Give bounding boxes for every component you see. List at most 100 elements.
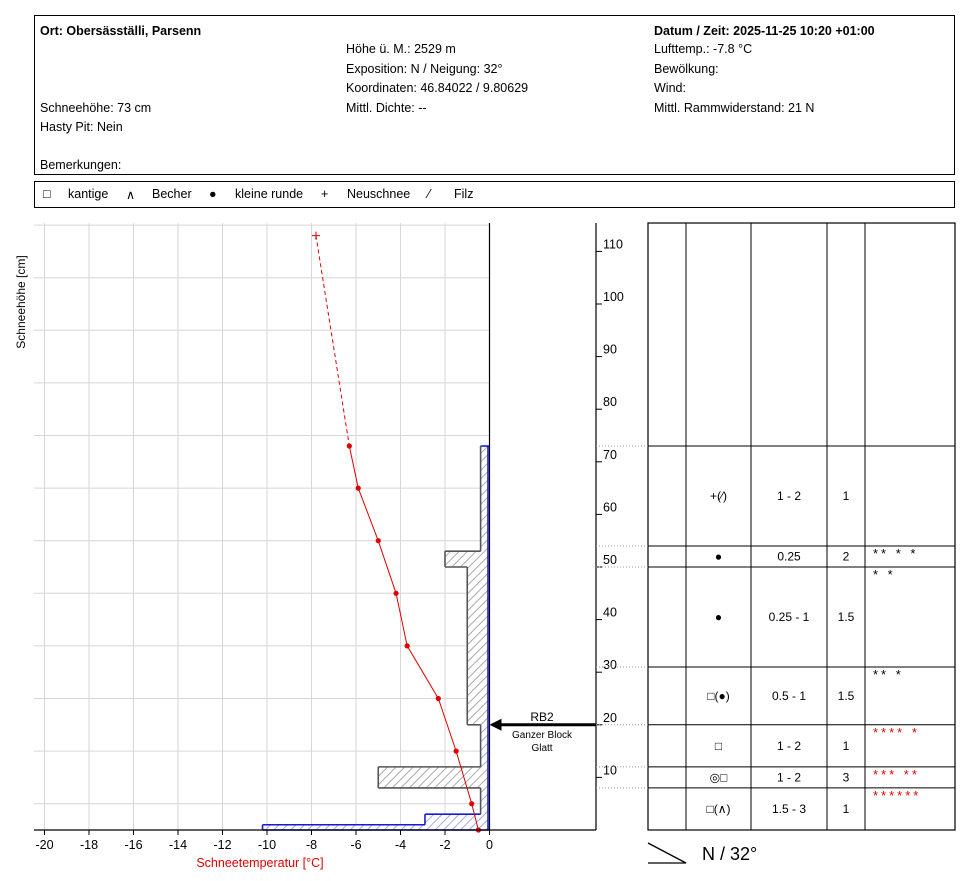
slope-indicator: N / 32°: [647, 842, 757, 864]
chart-grid: [34, 223, 490, 830]
y-tick-label: 100: [603, 290, 624, 304]
elevation: Höhe ü. M.: 2529 m: [346, 42, 456, 56]
temperature-point: [453, 748, 459, 754]
hasty-pit: Hasty Pit: Nein: [40, 120, 123, 134]
x-tick-label: -12: [213, 838, 231, 852]
layer-grain-size: 1.5 - 3: [772, 802, 806, 816]
layer-grain: ◎□: [710, 770, 728, 784]
chart-labels: Schneetemperatur [°C] Schneehöhe [cm]: [14, 255, 324, 870]
datetime: Datum / Zeit: 2025-11-25 10:20 +01:00: [654, 24, 875, 38]
mean-density: Mittl. Dichte: --: [346, 101, 427, 115]
layer-grain-size: 1 - 2: [777, 770, 801, 784]
y-tick-label: 110: [603, 237, 623, 251]
y-tick-label: 60: [603, 500, 617, 514]
cloudiness: Bewölkung:: [654, 62, 719, 76]
layer-grain-size: 1 - 2: [777, 739, 801, 753]
grain-legend: □ kantige ∧ Becher ● kleine runde + Neus…: [34, 181, 955, 208]
snow-depth: Schneehöhe: 73 cm: [40, 101, 152, 115]
layer-hardness: 1: [843, 802, 850, 816]
legend-faceted-symbol: □: [43, 187, 51, 201]
legend-newsnow-symbol: +: [321, 187, 329, 201]
x-tick-label: 0: [486, 838, 493, 852]
y-tick-label: 10: [603, 763, 617, 777]
layer-grain: □(●): [707, 689, 730, 703]
stability-arrow-head: [489, 718, 502, 731]
legend-cup-symbol: ∧: [126, 188, 136, 202]
y-tick-label: 50: [603, 553, 617, 567]
layer-hardness: 1.5: [838, 689, 855, 703]
x-tick-label: -8: [306, 838, 317, 852]
layer-hardness: 2: [843, 549, 850, 563]
y-tick-label: 80: [603, 395, 617, 409]
layer-grain-size: 0.25 - 1: [769, 610, 810, 624]
x-tick-label: -18: [80, 838, 98, 852]
hardness-segment: [467, 567, 490, 725]
layer-grain-size: 0.25: [777, 549, 801, 563]
legend-newsnow-label: Neuschnee: [347, 187, 411, 201]
legend-rounded-symbol: ●: [209, 187, 217, 201]
layer-stability-marks: *** **: [873, 767, 920, 782]
x-tick-label: -10: [258, 838, 276, 852]
layer-grain: ●: [715, 610, 722, 624]
y-tick-label: 20: [603, 711, 617, 725]
hardness-segment: [445, 551, 490, 567]
stability-test-block: Ganzer Block: [512, 730, 573, 741]
chart-axes: -20 -18 -16 -14 -12 -10 -8 -6 -4 -2 01020304050607…: [34, 223, 624, 852]
temperature-point: [375, 538, 381, 544]
legend-felt-label: Filz: [454, 187, 474, 201]
hardness-segment: [480, 787, 490, 815]
legend-cup-label: Becher: [152, 187, 192, 201]
temperature-point: [355, 485, 361, 491]
temperature-point: [404, 643, 410, 649]
layer-stability-marks: ******: [873, 788, 921, 803]
layer-stability-marks: ** * *: [873, 546, 918, 561]
layer-hardness: 1: [843, 489, 850, 503]
wind: Wind:: [654, 81, 686, 95]
y-tick-label: 90: [603, 343, 617, 357]
air-temperature: Lufttemp.: -7.8 °C: [654, 42, 753, 56]
layer-stability-marks: ** *: [873, 667, 904, 682]
air-temperature-link: [315, 235, 350, 447]
air-temperature-marker: [311, 231, 320, 240]
slope-icon: [647, 842, 687, 864]
layer-stability-marks: * *: [873, 567, 896, 582]
mean-ram-resistance: Mittl. Rammwiderstand: 21 N: [654, 101, 815, 115]
temperature-point: [469, 801, 475, 807]
hardness-profile: [261, 445, 490, 831]
layer-hardness: 3: [843, 770, 850, 784]
y-tick-label: 40: [603, 606, 617, 620]
x-tick-label: -6: [350, 838, 361, 852]
x-tick-label: -20: [35, 838, 53, 852]
temperature-point: [346, 443, 352, 449]
y-axis-label: Schneehöhe [cm]: [14, 255, 28, 348]
legend-rounded-label: kleine runde: [235, 187, 304, 201]
hardness-segment: [262, 824, 490, 830]
x-tick-label: -16: [124, 838, 142, 852]
layer-grain: □(∧): [706, 802, 730, 816]
exposition: Exposition: N / Neigung: 32°: [346, 62, 503, 76]
y-tick-label: 70: [603, 448, 617, 462]
layer-grain-size: 1 - 2: [777, 489, 801, 503]
location: Ort: Obersäsställi, Parsenn: [40, 24, 202, 38]
layer-grain: +(⁄): [710, 489, 727, 503]
x-axis-label: Schneetemperatur [°C]: [196, 856, 323, 870]
hardness-segment: [424, 814, 490, 825]
layer-table: +(⁄) 1 - 2 1 ● 0.25 2 ** * * ● 0.25 - 1 1.5 * * □(●…: [596, 222, 956, 831]
hardness-segment: [480, 724, 490, 767]
layer-hardness: 1: [843, 739, 850, 753]
remarks: Bemerkungen:: [40, 158, 122, 172]
x-tick-label: -4: [395, 838, 406, 852]
stability-test-surface: Glatt: [531, 743, 552, 754]
coordinates: Koordinaten: 46.84022 / 9.80629: [346, 81, 529, 95]
layer-hardness: 1.5: [838, 610, 855, 624]
stability-test-result: RB2: [530, 710, 554, 724]
layer-grain: □: [715, 739, 722, 753]
legend-faceted-label: kantige: [68, 187, 109, 201]
layer-stability-marks: **** *: [873, 725, 920, 740]
x-tick-label: -14: [169, 838, 187, 852]
x-tick-label: -2: [439, 838, 450, 852]
layer-grain-size: 0.5 - 1: [772, 689, 806, 703]
temperature-point: [393, 590, 399, 596]
stability-test: RB2 Ganzer Block Glatt: [489, 710, 596, 754]
